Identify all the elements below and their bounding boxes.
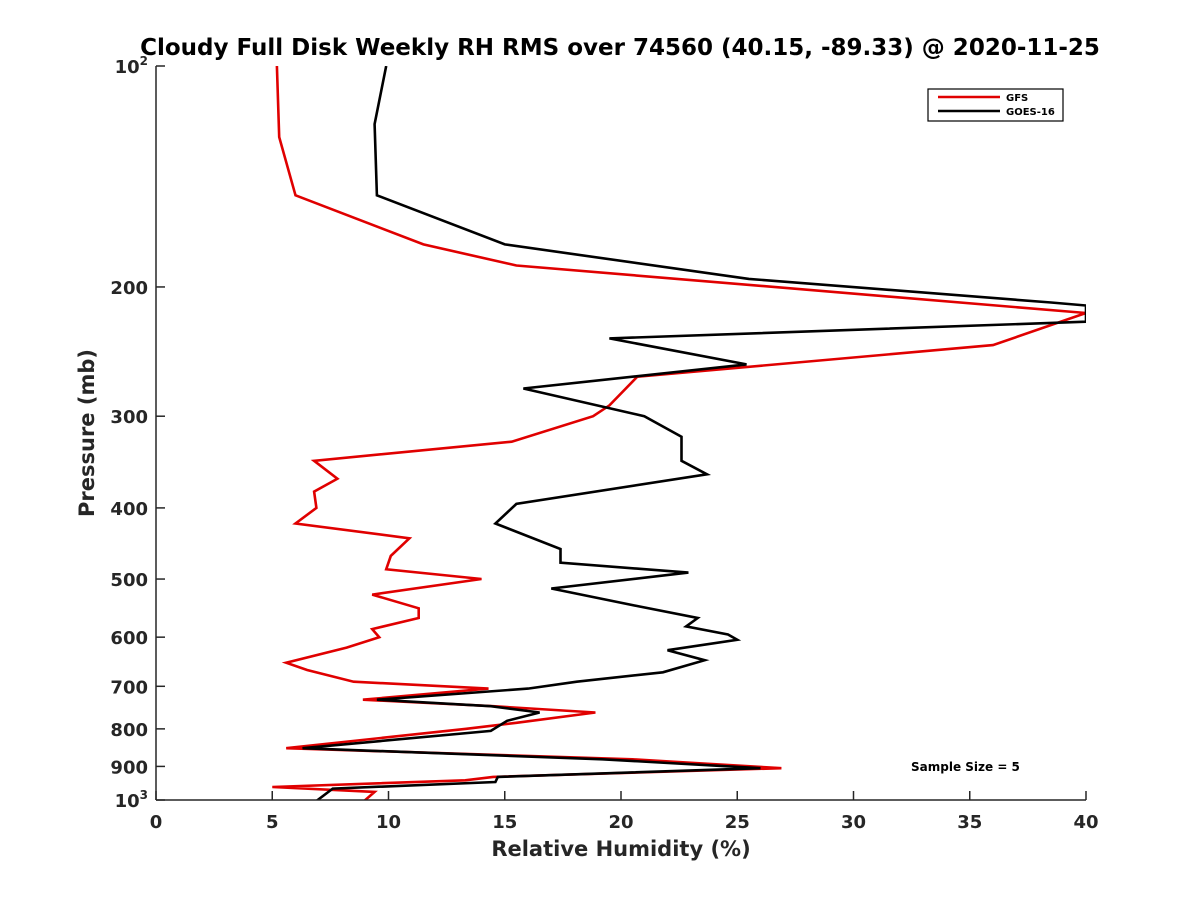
series-line-goes16: [302, 66, 1086, 800]
y-tick-label: 600: [110, 628, 148, 649]
x-tick-label: 35: [957, 812, 982, 833]
y-axis-label: Pressure (mb): [75, 349, 99, 517]
y-tick-label: 102: [115, 54, 148, 78]
legend-box: [927, 88, 1064, 122]
y-tick-label: 500: [110, 570, 148, 591]
x-tick-label: 20: [608, 812, 633, 833]
x-tick-label: 0: [150, 812, 163, 833]
y-tick-label: 700: [110, 677, 148, 698]
legend-label-gfs: GFS: [1006, 93, 1028, 104]
x-ticks: 0 5 10 15 20 25 30 35 40: [150, 791, 1099, 833]
x-tick-label: 25: [725, 812, 750, 833]
y-tick-label: 400: [110, 499, 148, 520]
x-tick-label: 5: [266, 812, 279, 833]
y-tick-label: 103: [115, 788, 148, 812]
y-tick-label: 900: [110, 757, 148, 778]
x-tick-label: 40: [1073, 812, 1098, 833]
y-tick-label: 200: [110, 278, 148, 299]
x-tick-label: 30: [841, 812, 866, 833]
x-tick-label: 15: [492, 812, 517, 833]
y-ticks: 102 200 300 400 500 600 700 800 900 103: [110, 54, 165, 812]
x-tick-label: 10: [376, 812, 401, 833]
y-tick-label: 800: [110, 720, 148, 741]
y-tick-label: 300: [110, 407, 148, 428]
legend-label-goes16: GOES-16: [1006, 107, 1055, 118]
x-axis-label: Relative Humidity (%): [491, 837, 750, 861]
legend: GFS GOES-16: [927, 88, 1064, 122]
plot-area: [272, 66, 1086, 800]
sample-size-annotation: Sample Size = 5: [911, 760, 1020, 774]
chart-title: Cloudy Full Disk Weekly RH RMS over 7456…: [140, 35, 1100, 61]
